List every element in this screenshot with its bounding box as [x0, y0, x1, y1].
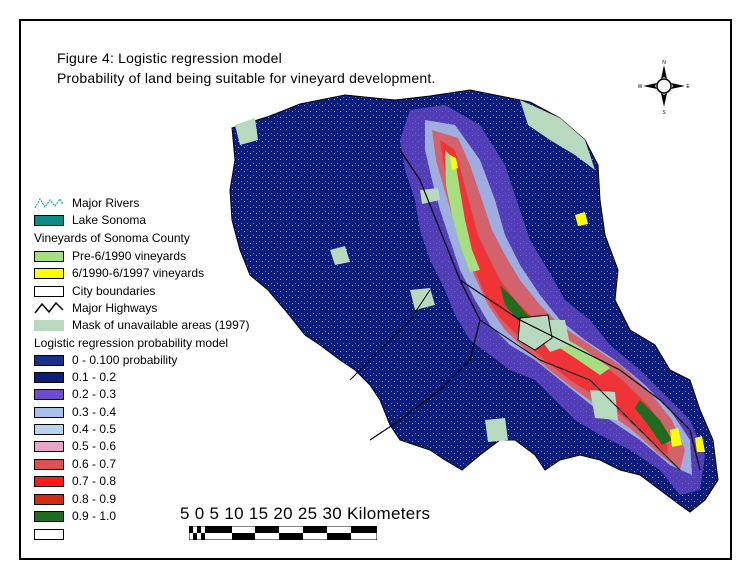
legend-rivers: Major Rivers: [34, 195, 139, 211]
legend-class-row: 0 - 0.100 probability: [34, 352, 177, 368]
class-swatch: [34, 423, 64, 435]
legend-class-label: 0.1 - 0.2: [72, 370, 117, 384]
class-swatch: [34, 354, 64, 366]
class-swatch: [34, 440, 64, 452]
scale-bar: [189, 526, 377, 540]
legend-city: City boundaries: [34, 283, 155, 299]
class-swatch: [34, 475, 64, 487]
class-swatch: [34, 371, 64, 383]
class-swatch: [34, 493, 64, 505]
legend-city-label: City boundaries: [72, 284, 156, 298]
class-swatch: [34, 528, 64, 540]
legend-class-row: 0.8 - 0.9: [34, 491, 116, 507]
legend-lake: Lake Sonoma: [34, 212, 146, 228]
compass-icon: N S W E: [638, 60, 690, 115]
compass-e: E: [686, 84, 690, 90]
legend-class-label: 0.6 - 0.7: [72, 457, 117, 471]
legend-highways-label: Major Highways: [72, 301, 158, 315]
legend-class-label: 0 - 0.100 probability: [72, 353, 178, 367]
city-swatch: [34, 285, 64, 297]
legend-class-row: 0.1 - 0.2: [34, 369, 116, 385]
legend-pre1990-label: Pre-6/1990 vineyards: [72, 249, 187, 263]
map-frame: [19, 19, 732, 560]
legend-class-row: 0.9 - 1.0: [34, 508, 116, 524]
mask-swatch: [34, 319, 64, 331]
highway-icon: [34, 301, 64, 314]
legend-class-row: 0.2 - 0.3: [34, 386, 116, 402]
class-swatch: [34, 458, 64, 470]
legend-model-header: Logistic regression probability model: [34, 336, 229, 350]
legend-class-label: 0.3 - 0.4: [72, 405, 117, 419]
masked-area: [520, 100, 595, 170]
scale-labels: 5 0 5 10 15 20 25 30 Kilometers: [180, 504, 431, 523]
legend-1990-1997-label: 6/1990-6/1997 vineyards: [72, 266, 205, 280]
lake-swatch: [34, 214, 64, 226]
legend-class-row: 0.7 - 0.8: [34, 473, 116, 489]
legend-class-label: 0.2 - 0.3: [72, 387, 117, 401]
legend-class-row: [34, 526, 72, 542]
class-swatch: [34, 406, 64, 418]
legend-class-label: 0.9 - 1.0: [72, 509, 117, 523]
legend-class-row: 0.5 - 0.6: [34, 438, 116, 454]
legend-class-label: 0.7 - 0.8: [72, 474, 117, 488]
legend-mask: Mask of unavailable areas (1997): [34, 317, 249, 333]
compass-n: N: [662, 60, 666, 66]
legend-class-label: 0.4 - 0.5: [72, 422, 117, 436]
legend-lake-label: Lake Sonoma: [72, 213, 147, 227]
legend-mask-label: Mask of unavailable areas (1997): [72, 318, 250, 332]
legend-1990-1997: 6/1990-6/1997 vineyards: [34, 265, 204, 281]
pre1990-swatch: [34, 250, 64, 262]
class-swatch: [34, 388, 64, 400]
legend-class-label: 0.8 - 0.9: [72, 492, 117, 506]
v1990-swatch: [34, 267, 64, 279]
river-icon: [34, 197, 64, 209]
legend-class-row: 0.6 - 0.7: [34, 456, 116, 472]
legend-class-label: 0.5 - 0.6: [72, 439, 117, 453]
compass-w: W: [638, 84, 643, 90]
legend-rivers-label: Major Rivers: [72, 196, 140, 210]
legend-vineyards-header: Vineyards of Sonoma County: [34, 231, 190, 245]
legend-pre1990: Pre-6/1990 vineyards: [34, 248, 186, 264]
legend-class-row: 0.3 - 0.4: [34, 404, 116, 420]
figure-title: Figure 4: Logistic regression model: [57, 50, 282, 66]
legend-highways: Major Highways: [34, 300, 157, 316]
legend-class-row: 0.4 - 0.5: [34, 421, 116, 437]
figure-subtitle: Probability of land being suitable for v…: [57, 70, 436, 86]
compass-s: S: [662, 110, 666, 115]
class-swatch: [34, 510, 64, 522]
